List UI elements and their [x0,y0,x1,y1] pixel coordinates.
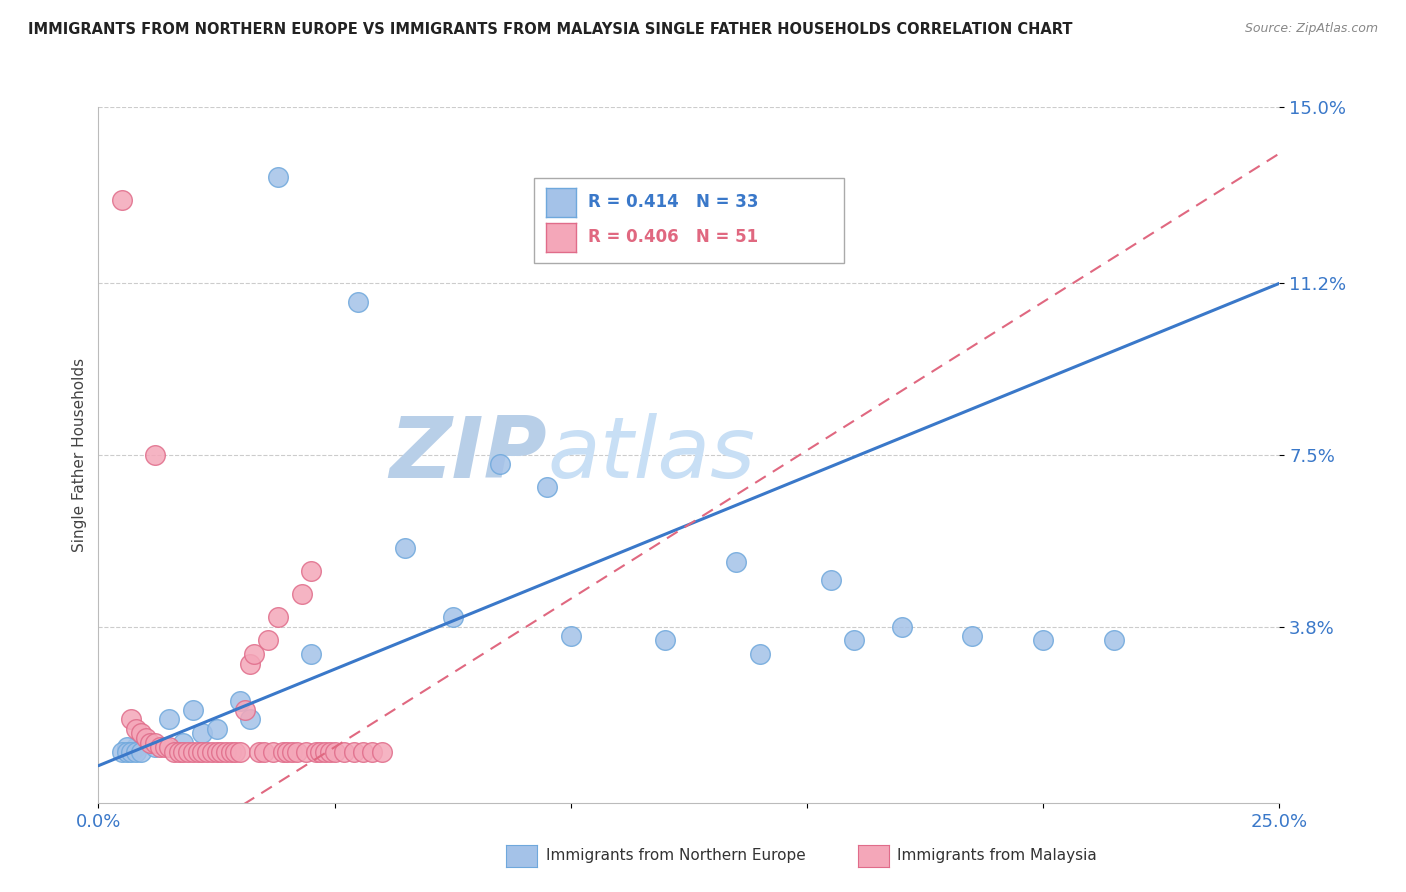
Point [224,745,246,759]
Point [441,610,464,624]
Point [195,745,218,759]
Point [1032,633,1054,648]
Point [352,745,374,759]
Point [536,480,558,494]
Point [143,448,166,462]
Point [267,169,290,184]
Point [129,745,152,759]
Point [305,745,328,759]
Point [121,712,143,726]
Point [253,745,276,759]
Point [371,745,394,759]
Point [243,648,266,662]
Point [121,745,143,759]
Point [333,745,356,759]
Point [163,745,186,759]
Point [143,740,166,755]
Point [181,745,204,759]
Point [135,731,157,745]
Point [153,740,176,755]
Point [139,735,162,749]
Point [560,629,582,643]
Point [489,457,512,471]
Point [239,712,262,726]
Point [257,633,280,648]
Point [725,555,748,569]
Point [299,564,322,578]
Point [748,648,770,662]
Point [844,633,866,648]
Point [323,745,346,759]
Point [229,745,252,759]
Point [181,703,204,717]
Point [115,740,138,755]
Point [654,633,676,648]
Text: IMMIGRANTS FROM NORTHERN EUROPE VS IMMIGRANTS FROM MALAYSIA SINGLE FATHER HOUSEH: IMMIGRANTS FROM NORTHERN EUROPE VS IMMIG… [28,22,1073,37]
Point [962,629,984,643]
Point [299,648,322,662]
Point [361,745,384,759]
Point [285,745,308,759]
Point [309,745,332,759]
Point [890,619,912,633]
Point [187,745,209,759]
Point [157,712,180,726]
Text: Immigrants from Northern Europe: Immigrants from Northern Europe [546,848,806,863]
Point [177,745,200,759]
Point [342,745,364,759]
Point [201,745,224,759]
Point [191,726,214,740]
Point [247,745,270,759]
Text: R = 0.414   N = 33: R = 0.414 N = 33 [588,194,758,211]
Point [205,745,228,759]
Point [157,740,180,755]
Point [319,745,342,759]
Point [314,745,336,759]
Point [143,735,166,749]
Text: ZIP: ZIP [389,413,547,497]
Point [267,610,290,624]
Point [219,745,242,759]
Point [276,745,298,759]
Point [209,745,232,759]
Point [239,657,262,671]
Point [149,740,172,755]
Point [820,573,842,587]
Point [125,740,148,755]
Text: R = 0.406   N = 51: R = 0.406 N = 51 [588,228,758,246]
Point [281,745,304,759]
Point [262,745,284,759]
Text: atlas: atlas [547,413,755,497]
Point [347,294,370,309]
Point [229,694,252,708]
Point [1102,633,1125,648]
Point [172,745,194,759]
Y-axis label: Single Father Households: Single Father Households [72,358,87,552]
Text: Source: ZipAtlas.com: Source: ZipAtlas.com [1244,22,1378,36]
Point [135,735,157,749]
Point [215,745,238,759]
Text: Immigrants from Malaysia: Immigrants from Malaysia [897,848,1097,863]
Point [129,726,152,740]
Point [172,735,194,749]
Point [167,745,190,759]
Point [125,722,148,736]
Point [271,745,294,759]
Point [111,193,134,207]
Point [233,703,256,717]
Point [111,745,134,759]
Point [205,722,228,736]
Point [290,587,312,601]
Point [295,745,318,759]
Point [191,745,214,759]
Point [115,745,138,759]
Point [125,745,148,759]
Point [394,541,416,555]
